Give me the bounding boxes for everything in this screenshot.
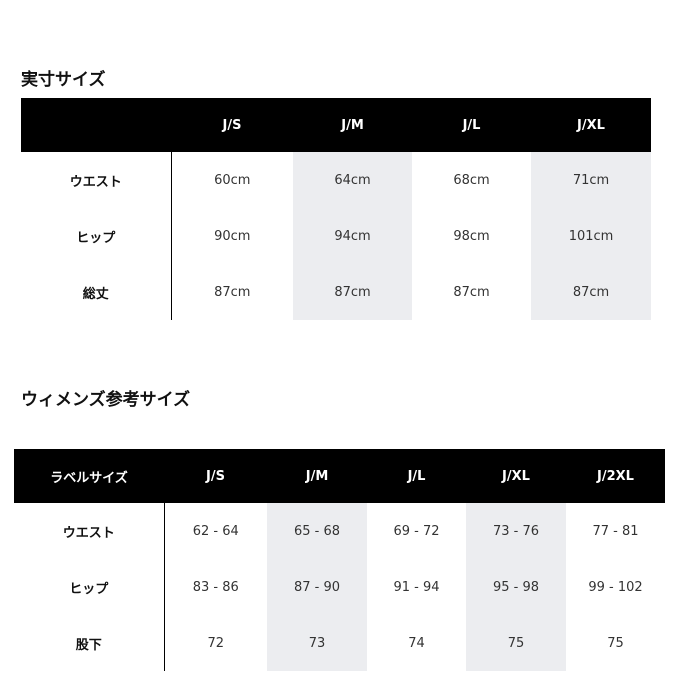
size-value: 69 - 72	[393, 523, 440, 539]
header-row: ラベルサイズ J/S J/M J/L J/XL J/2XL	[14, 449, 665, 503]
size-value: 60cm	[214, 172, 251, 188]
size-value: 72	[207, 635, 225, 651]
size-header: J/S	[171, 98, 293, 152]
size-value: 87cm	[214, 284, 251, 300]
size-value: 83 - 86	[192, 579, 239, 595]
row-label: 股下	[14, 615, 165, 671]
table-row: ヒップ 83 - 86 87 - 90 91 - 94 95 - 98 99 - 102	[14, 559, 665, 615]
size-value: 64cm	[293, 152, 412, 208]
row-label: ヒップ	[14, 559, 165, 615]
header-row: J/S J/M J/L J/XL	[21, 98, 651, 152]
size-value: 77 - 81	[592, 523, 639, 539]
size-header: J/2XL	[566, 449, 665, 503]
actual-size-table: J/S J/M J/L J/XL ウエスト 60cm 64cm 68cm 71cm ヒップ 90cm…	[21, 98, 652, 320]
size-header: J/L	[367, 449, 466, 503]
size-header: J/S	[164, 449, 267, 503]
table-row: ウエスト 62 - 64 65 - 68 69 - 72 73 - 76 77 - 81	[14, 503, 665, 559]
size-value: 87cm	[531, 264, 651, 320]
size-value: 90cm	[214, 228, 251, 244]
size-value: 87cm	[293, 264, 412, 320]
size-value: 62 - 64	[192, 523, 239, 539]
size-value: 91 - 94	[393, 579, 440, 595]
size-value: 75	[466, 615, 566, 671]
table-row: 総丈 87cm 87cm 87cm 87cm	[21, 264, 651, 320]
size-header: J/XL	[466, 449, 566, 503]
row-label: ウエスト	[14, 503, 165, 559]
size-header: J/M	[267, 449, 367, 503]
size-value: 94cm	[293, 208, 412, 264]
size-value: 68cm	[453, 172, 490, 188]
size-value: 75	[607, 635, 624, 651]
row-label: ウエスト	[21, 152, 172, 208]
table-row: 股下 72 73 74 75 75	[14, 615, 665, 671]
size-value: 73	[267, 615, 367, 671]
header-label	[21, 98, 171, 152]
size-value: 74	[408, 635, 425, 651]
size-value: 98cm	[453, 228, 490, 244]
size-value: 101cm	[531, 208, 651, 264]
table-row: ウエスト 60cm 64cm 68cm 71cm	[21, 152, 651, 208]
size-header: J/L	[412, 98, 531, 152]
size-value: 87 - 90	[267, 559, 367, 615]
row-label: 総丈	[21, 264, 172, 320]
size-value: 99 - 102	[588, 579, 643, 595]
size-header: J/XL	[531, 98, 651, 152]
table-row: ヒップ 90cm 94cm 98cm 101cm	[21, 208, 651, 264]
size-value: 71cm	[531, 152, 651, 208]
womens-size-title: ウィメンズ参考サイズ	[21, 390, 191, 410]
size-value: 87cm	[453, 284, 490, 300]
size-value: 73 - 76	[466, 503, 566, 559]
womens-size-table: ラベルサイズ J/S J/M J/L J/XL J/2XL ウエスト 62 - 64 65 - …	[14, 449, 665, 671]
size-value: 95 - 98	[466, 559, 566, 615]
row-label: ヒップ	[21, 208, 172, 264]
size-value: 65 - 68	[267, 503, 367, 559]
actual-size-title: 実寸サイズ	[21, 70, 106, 90]
header-label: ラベルサイズ	[14, 449, 164, 503]
size-header: J/M	[293, 98, 412, 152]
